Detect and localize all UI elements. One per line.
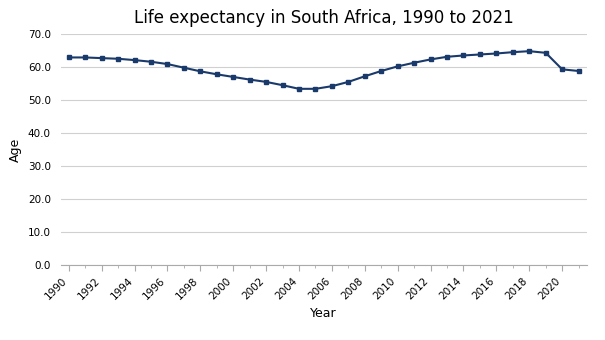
Y-axis label: Age: Age: [9, 137, 22, 162]
X-axis label: Year: Year: [310, 307, 337, 320]
Title: Life expectancy in South Africa, 1990 to 2021: Life expectancy in South Africa, 1990 to…: [134, 9, 514, 27]
